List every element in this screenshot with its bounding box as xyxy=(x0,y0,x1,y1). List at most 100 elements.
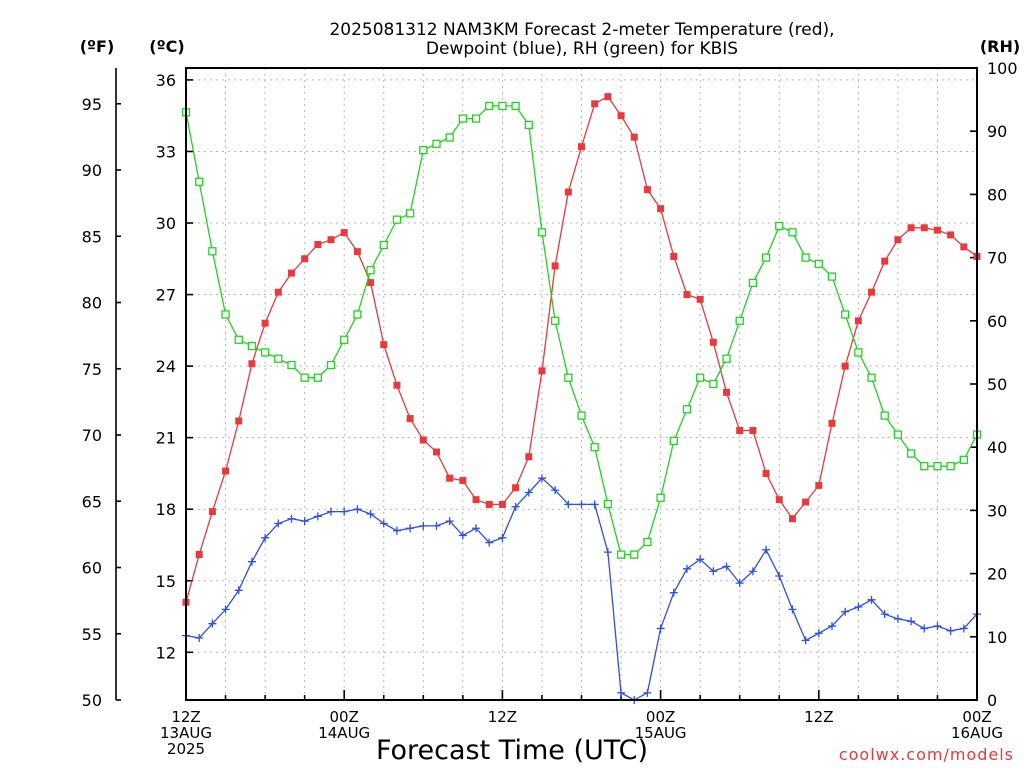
fahrenheit-tick-label: 60 xyxy=(82,559,102,578)
rh-tick-label: 60 xyxy=(987,312,1007,331)
data-point-temperature xyxy=(947,231,955,239)
data-point-dewpoint xyxy=(327,507,336,516)
data-point-temperature xyxy=(340,229,348,237)
data-point-dewpoint xyxy=(208,619,217,628)
data-point-temperature xyxy=(525,453,533,461)
data-point-temperature xyxy=(485,500,493,508)
data-point-temperature xyxy=(512,484,520,492)
data-point-rh xyxy=(814,259,823,269)
data-point-temperature xyxy=(353,248,361,256)
data-point-dewpoint xyxy=(432,521,441,530)
data-point-rh xyxy=(682,405,692,414)
data-point-dewpoint xyxy=(762,545,771,554)
data-point-rh xyxy=(260,348,270,357)
rh-tick-label: 70 xyxy=(987,249,1007,268)
data-point-dewpoint xyxy=(946,626,955,635)
data-point-rh xyxy=(959,455,968,464)
data-point-dewpoint xyxy=(261,533,270,542)
data-point-temperature xyxy=(723,388,731,396)
data-point-dewpoint xyxy=(590,500,599,509)
celsius-tick-label: 12 xyxy=(156,643,176,662)
data-point-rh xyxy=(485,101,494,111)
data-point-rh xyxy=(880,411,889,420)
data-point-dewpoint xyxy=(247,557,256,566)
data-point-temperature xyxy=(868,288,876,296)
data-point-temperature xyxy=(538,367,546,375)
data-point-dewpoint xyxy=(472,524,481,533)
data-point-temperature xyxy=(591,100,599,108)
data-point-rh xyxy=(274,354,283,363)
data-point-temperature xyxy=(815,481,823,489)
data-point-dewpoint xyxy=(748,567,757,576)
data-point-temperature xyxy=(683,291,691,299)
series-dewpoint xyxy=(182,474,981,704)
data-point-dewpoint xyxy=(920,624,929,633)
data-point-dewpoint xyxy=(353,505,362,514)
data-point-rh xyxy=(326,360,336,370)
data-point-rh xyxy=(353,310,362,319)
data-point-temperature xyxy=(933,226,941,234)
plot-frame xyxy=(185,67,978,701)
data-point-temperature xyxy=(287,269,295,277)
data-point-temperature xyxy=(762,469,770,477)
data-point-dewpoint xyxy=(195,633,204,642)
data-point-temperature xyxy=(380,341,388,349)
data-point-dewpoint xyxy=(340,507,349,516)
rh-tick-label: 90 xyxy=(987,122,1007,141)
data-point-dewpoint xyxy=(841,607,850,616)
data-point-dewpoint xyxy=(775,571,784,580)
data-point-rh xyxy=(379,240,388,250)
data-point-dewpoint xyxy=(366,509,375,518)
data-point-temperature xyxy=(406,415,414,423)
data-point-rh xyxy=(511,101,520,111)
data-point-dewpoint xyxy=(300,517,309,526)
data-point-rh xyxy=(946,462,955,471)
fahrenheit-tick-label: 90 xyxy=(82,161,102,180)
data-point-dewpoint xyxy=(854,602,863,611)
rh-tick-label: 0 xyxy=(987,691,997,710)
data-point-rh xyxy=(827,272,837,281)
data-point-dewpoint xyxy=(933,622,942,631)
data-point-temperature xyxy=(498,500,506,508)
data-point-dewpoint xyxy=(379,519,388,528)
credit-label: coolwx.com/models xyxy=(839,745,1014,764)
data-point-temperature xyxy=(367,279,375,287)
data-point-dewpoint xyxy=(419,521,428,530)
fahrenheit-tick-label: 55 xyxy=(82,625,102,644)
x-tick-label: 12Z xyxy=(171,708,200,726)
data-point-rh xyxy=(920,462,929,471)
data-point-rh xyxy=(696,373,705,382)
data-point-rh xyxy=(775,221,784,231)
data-point-rh xyxy=(893,430,903,439)
series-rh xyxy=(181,101,982,559)
data-point-temperature xyxy=(208,508,216,516)
x-axis-label: Forecast Time (UTC) xyxy=(376,735,648,766)
data-point-rh xyxy=(788,228,797,237)
fahrenheit-tick-label: 75 xyxy=(82,360,102,379)
data-point-dewpoint xyxy=(511,502,520,511)
rh-tick-label: 80 xyxy=(987,185,1007,204)
data-point-dewpoint xyxy=(880,610,889,619)
celsius-tick-label: 30 xyxy=(156,214,176,233)
data-point-dewpoint xyxy=(709,567,718,576)
data-point-dewpoint xyxy=(234,586,243,595)
data-point-rh xyxy=(841,310,850,319)
x-tick-label: 00Z xyxy=(646,708,675,726)
rh-tick-label: 40 xyxy=(987,438,1007,457)
data-point-dewpoint xyxy=(551,486,560,495)
data-point-dewpoint xyxy=(485,538,494,547)
data-point-temperature xyxy=(419,436,427,444)
celsius-tick-label: 15 xyxy=(156,572,176,591)
data-point-temperature xyxy=(432,448,440,456)
fahrenheit-unit-label: (ºF) xyxy=(80,37,115,56)
data-series xyxy=(181,93,982,704)
data-point-temperature xyxy=(274,288,282,296)
data-point-temperature xyxy=(907,224,915,232)
data-point-rh xyxy=(366,266,375,275)
data-point-dewpoint xyxy=(814,629,823,638)
data-point-dewpoint xyxy=(801,636,810,645)
rh-tick-label: 100 xyxy=(987,59,1018,78)
fahrenheit-tick-label: 95 xyxy=(82,95,102,114)
data-point-temperature xyxy=(854,317,862,325)
